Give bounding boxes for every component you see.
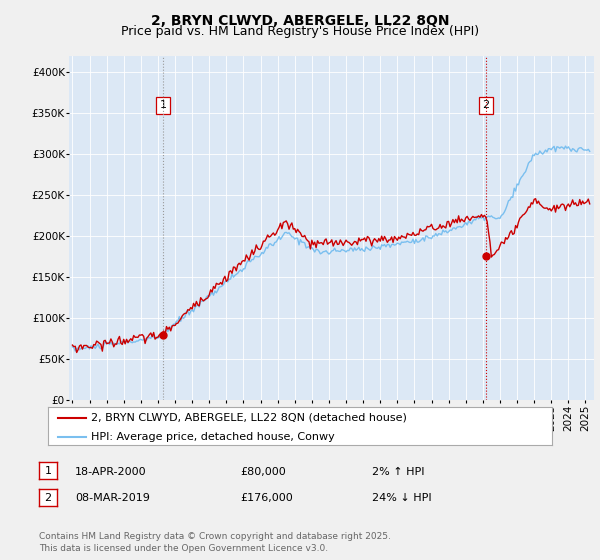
Text: 1: 1 xyxy=(44,466,52,476)
Text: 2: 2 xyxy=(44,493,52,503)
Text: 2, BRYN CLWYD, ABERGELE, LL22 8QN (detached house): 2, BRYN CLWYD, ABERGELE, LL22 8QN (detac… xyxy=(91,413,407,423)
Text: 2, BRYN CLWYD, ABERGELE, LL22 8QN: 2, BRYN CLWYD, ABERGELE, LL22 8QN xyxy=(151,14,449,28)
Text: HPI: Average price, detached house, Conwy: HPI: Average price, detached house, Conw… xyxy=(91,432,335,442)
Text: 18-APR-2000: 18-APR-2000 xyxy=(75,466,146,477)
Text: Contains HM Land Registry data © Crown copyright and database right 2025.
This d: Contains HM Land Registry data © Crown c… xyxy=(39,533,391,553)
Text: 1: 1 xyxy=(160,100,166,110)
Text: 24% ↓ HPI: 24% ↓ HPI xyxy=(372,493,431,503)
Text: 2: 2 xyxy=(482,100,490,110)
Text: £176,000: £176,000 xyxy=(240,493,293,503)
Text: 08-MAR-2019: 08-MAR-2019 xyxy=(75,493,150,503)
Text: £80,000: £80,000 xyxy=(240,466,286,477)
Text: 2% ↑ HPI: 2% ↑ HPI xyxy=(372,466,425,477)
Text: Price paid vs. HM Land Registry's House Price Index (HPI): Price paid vs. HM Land Registry's House … xyxy=(121,25,479,38)
